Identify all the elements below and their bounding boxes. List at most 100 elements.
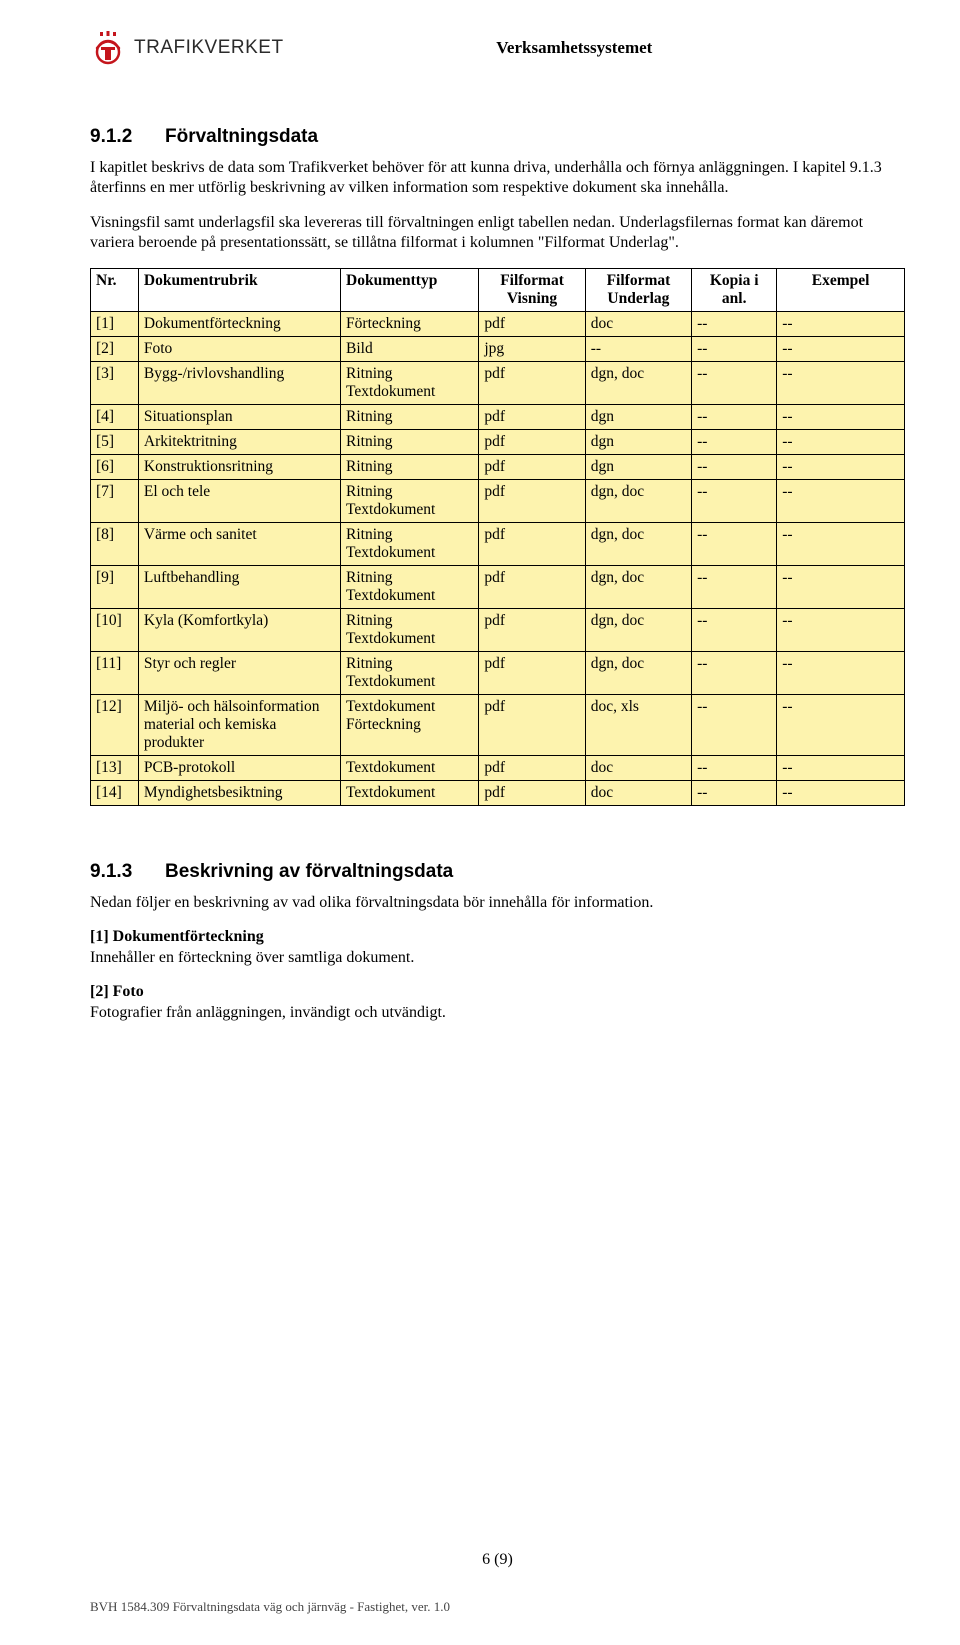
- table-cell: --: [692, 608, 777, 651]
- table-cell: pdf: [479, 454, 585, 479]
- table-cell: --: [777, 694, 905, 755]
- table-cell: RitningTextdokument: [341, 361, 479, 404]
- table-cell: --: [692, 404, 777, 429]
- table-cell: Arkitektritning: [138, 429, 340, 454]
- table-cell: [2]: [91, 336, 139, 361]
- table-row: [12]Miljö- och hälsoinformation material…: [91, 694, 905, 755]
- section-number: 9.1.3: [90, 861, 165, 883]
- table-cell: dgn, doc: [585, 651, 691, 694]
- table-cell: [7]: [91, 479, 139, 522]
- table-cell: RitningTextdokument: [341, 479, 479, 522]
- table-cell: Ritning: [341, 429, 479, 454]
- table-cell: RitningTextdokument: [341, 651, 479, 694]
- description-item: [2] Foto Fotografier från anläggningen, i…: [90, 982, 905, 1023]
- table-cell: --: [777, 522, 905, 565]
- table-cell: Foto: [138, 336, 340, 361]
- table-cell: [8]: [91, 522, 139, 565]
- table-cell: dgn: [585, 454, 691, 479]
- table-cell: Ritning: [341, 454, 479, 479]
- table-row: [11]Styr och reglerRitningTextdokumentpd…: [91, 651, 905, 694]
- table-cell: Konstruktionsritning: [138, 454, 340, 479]
- table-cell: --: [777, 651, 905, 694]
- description-item-body: Innehåller en förteckning över samtliga …: [90, 949, 414, 966]
- table-cell: --: [692, 651, 777, 694]
- description-item-body: Fotografier från anläggningen, invändigt…: [90, 1004, 446, 1021]
- table-cell: jpg: [479, 336, 585, 361]
- table-cell: dgn, doc: [585, 361, 691, 404]
- page-footer: 6 (9) BVH 1584.309 Förvaltningsdata väg …: [90, 1551, 905, 1615]
- table-cell: [13]: [91, 755, 139, 780]
- table-cell: Situationsplan: [138, 404, 340, 429]
- system-title: Verksamhetssystemet: [244, 38, 905, 58]
- section-heading-913: 9.1.3Beskrivning av förvaltningsdata: [90, 861, 905, 883]
- table-cell: pdf: [479, 608, 585, 651]
- table-cell: Miljö- och hälsoinformation material och…: [138, 694, 340, 755]
- table-cell: [5]: [91, 429, 139, 454]
- table-cell: --: [777, 780, 905, 805]
- body-paragraph: Visningsfil samt underlagsfil ska levere…: [90, 213, 905, 254]
- description-item-head: [2] Foto: [90, 983, 144, 1000]
- table-cell: --: [777, 565, 905, 608]
- body-paragraph: I kapitlet beskrivs de data som Trafikve…: [90, 158, 905, 199]
- table-row: [2]FotoBildjpg------: [91, 336, 905, 361]
- table-cell: --: [692, 694, 777, 755]
- table-row: [13]PCB-protokollTextdokumentpdfdoc----: [91, 755, 905, 780]
- table-cell: dgn, doc: [585, 479, 691, 522]
- table-cell: doc: [585, 311, 691, 336]
- table-cell: doc: [585, 755, 691, 780]
- table-cell: --: [692, 311, 777, 336]
- table-cell: Luftbehandling: [138, 565, 340, 608]
- table-cell: RitningTextdokument: [341, 565, 479, 608]
- table-cell: RitningTextdokument: [341, 522, 479, 565]
- table-cell: --: [692, 336, 777, 361]
- table-cell: --: [692, 454, 777, 479]
- table-row: [10]Kyla (Komfortkyla)RitningTextdokumen…: [91, 608, 905, 651]
- table-cell: Dokumentförteckning: [138, 311, 340, 336]
- table-cell: Ritning: [341, 404, 479, 429]
- table-cell: Myndighetsbesiktning: [138, 780, 340, 805]
- table-cell: dgn, doc: [585, 608, 691, 651]
- table-column-header: FilformatVisning: [479, 268, 585, 311]
- table-cell: pdf: [479, 429, 585, 454]
- table-cell: --: [777, 429, 905, 454]
- table-cell: [11]: [91, 651, 139, 694]
- table-row: [14]MyndighetsbesiktningTextdokumentpdfd…: [91, 780, 905, 805]
- table-cell: Bild: [341, 336, 479, 361]
- table-cell: Bygg-/rivlovshandling: [138, 361, 340, 404]
- table-cell: pdf: [479, 311, 585, 336]
- table-cell: --: [692, 522, 777, 565]
- section-title: Förvaltningsdata: [165, 126, 318, 147]
- table-cell: pdf: [479, 651, 585, 694]
- table-cell: --: [777, 404, 905, 429]
- table-column-header: Exempel: [777, 268, 905, 311]
- table-cell: --: [692, 479, 777, 522]
- table-cell: pdf: [479, 522, 585, 565]
- table-cell: --: [692, 780, 777, 805]
- table-cell: TextdokumentFörteckning: [341, 694, 479, 755]
- table-cell: Kyla (Komfortkyla): [138, 608, 340, 651]
- table-cell: doc, xls: [585, 694, 691, 755]
- table-cell: --: [777, 479, 905, 522]
- table-cell: pdf: [479, 780, 585, 805]
- table-column-header: FilformatUnderlag: [585, 268, 691, 311]
- table-header: Nr.DokumentrubrikDokumenttypFilformatVis…: [91, 268, 905, 311]
- table-cell: [6]: [91, 454, 139, 479]
- document-page: TRAFIKVERKET Verksamhetssystemet 9.1.2Fö…: [0, 0, 960, 1645]
- table-cell: [12]: [91, 694, 139, 755]
- table-cell: [3]: [91, 361, 139, 404]
- page-number: 6 (9): [90, 1551, 905, 1569]
- footer-doc-line: BVH 1584.309 Förvaltningsdata väg och jä…: [90, 1599, 905, 1615]
- section-number: 9.1.2: [90, 126, 165, 148]
- table-cell: dgn: [585, 404, 691, 429]
- table-cell: --: [777, 361, 905, 404]
- table-cell: pdf: [479, 755, 585, 780]
- table-cell: [10]: [91, 608, 139, 651]
- forvaltningsdata-table: Nr.DokumentrubrikDokumenttypFilformatVis…: [90, 268, 905, 806]
- table-cell: doc: [585, 780, 691, 805]
- table-cell: [9]: [91, 565, 139, 608]
- table-cell: [4]: [91, 404, 139, 429]
- table-row: [8]Värme och sanitetRitningTextdokumentp…: [91, 522, 905, 565]
- body-paragraph: Nedan följer en beskrivning av vad olika…: [90, 893, 905, 913]
- table-column-header: Kopia ianl.: [692, 268, 777, 311]
- table-cell: RitningTextdokument: [341, 608, 479, 651]
